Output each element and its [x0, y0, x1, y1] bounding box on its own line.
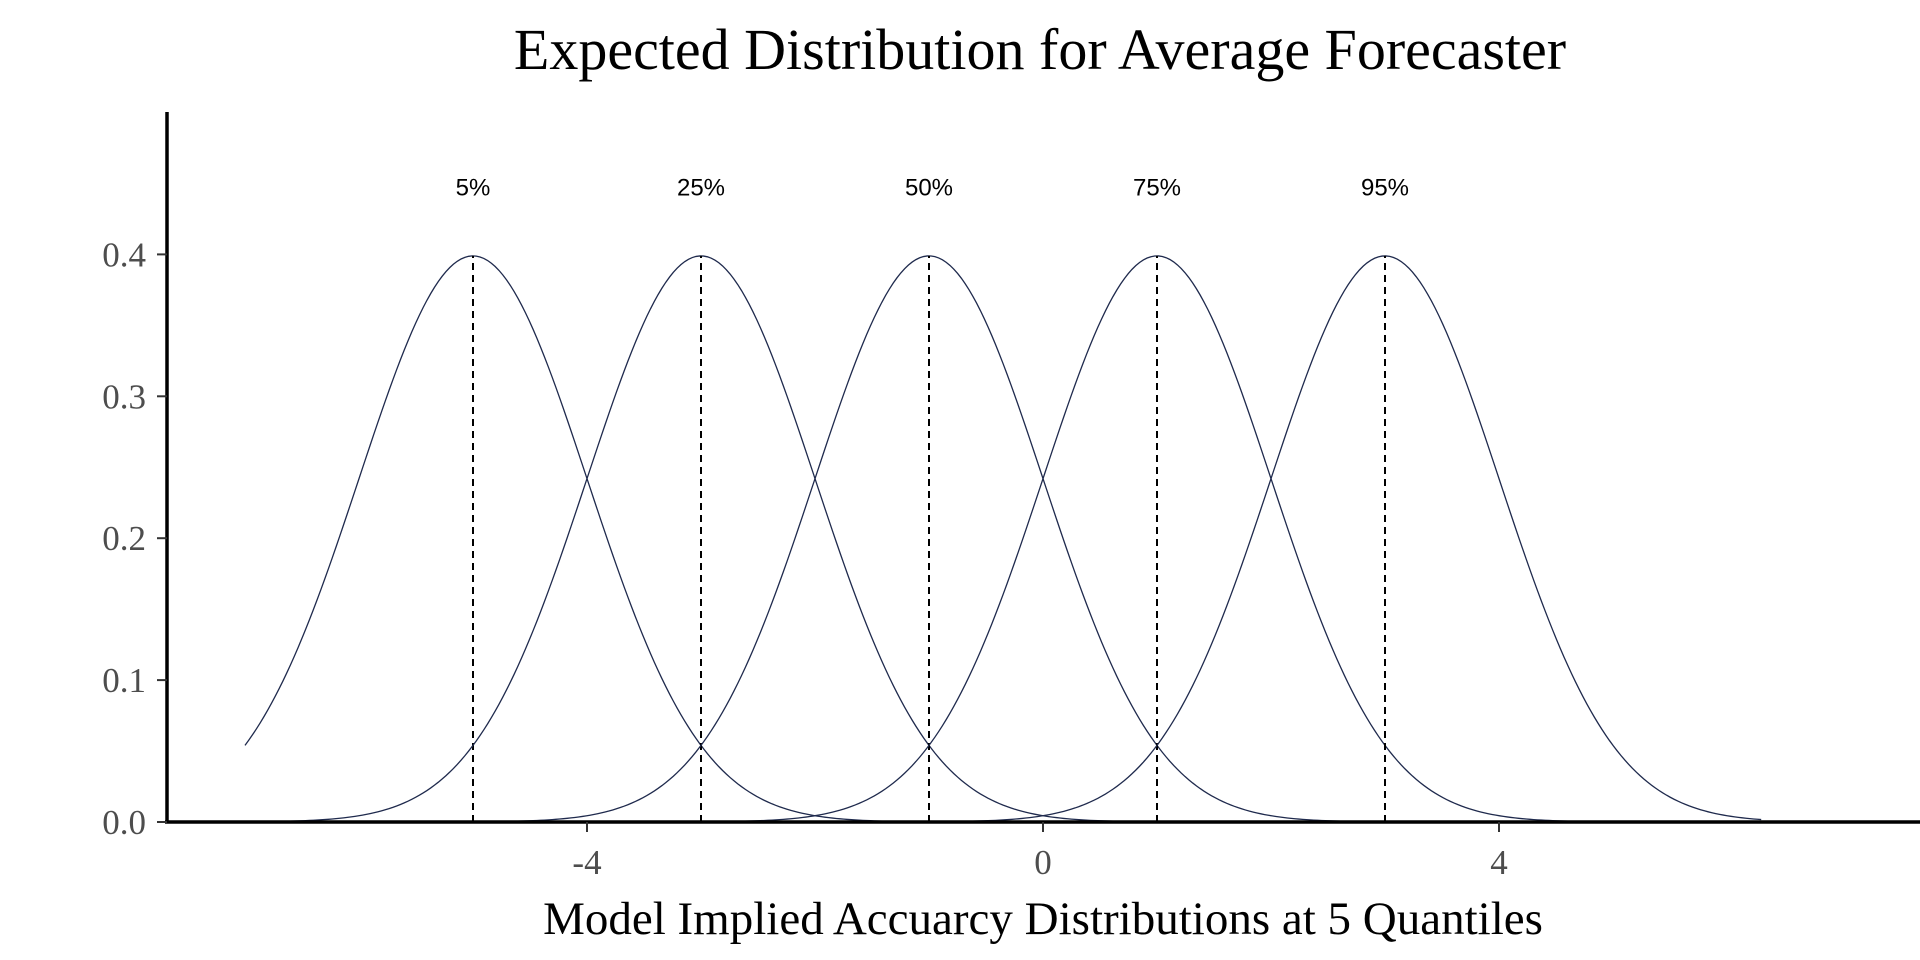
y-tick-label-2: 0.1: [102, 661, 146, 700]
y-tick-label-4: 0.3: [102, 377, 146, 416]
x-tick-label-2: 0: [1034, 843, 1052, 882]
quantile-label-2: 25%: [677, 175, 725, 202]
plot-area: 5% 25% 50% 75% 95%: [244, 175, 1762, 823]
chart-title: Expected Distribution for Average Foreca…: [514, 17, 1566, 82]
x-tick-label-3: 4: [1490, 843, 1508, 882]
quantile-label-5: 95%: [1361, 175, 1409, 202]
x-axis-label: Model Implied Accuarcy Distributions at …: [543, 893, 1543, 945]
x-tick-label-1: -4: [572, 843, 601, 882]
quantile-label-3: 50%: [905, 175, 953, 202]
axes: 0.0 0.1 0.2 0.3 0.4 -4 0 4: [102, 235, 1508, 882]
y-tick-label-5: 0.4: [102, 235, 146, 274]
quantile-label-1: 5%: [456, 175, 491, 202]
y-tick-label-3: 0.2: [102, 519, 146, 558]
y-tick-label-1: 0.0: [102, 803, 146, 842]
quantile-label-4: 75%: [1133, 175, 1181, 202]
